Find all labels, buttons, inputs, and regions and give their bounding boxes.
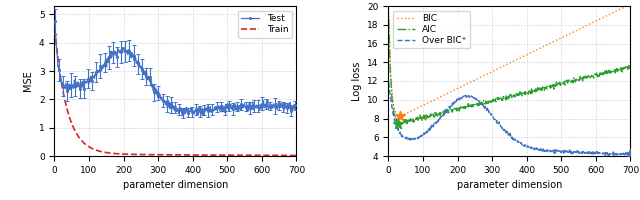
AIC: [573, 79, 581, 82]
AIC: [603, 72, 611, 74]
AIC: [544, 86, 552, 88]
Train: [239, 154, 246, 156]
AIC: [385, 19, 392, 21]
Legend: BIC, AIC, Over BIC⁺: BIC, AIC, Over BIC⁺: [393, 11, 470, 48]
Train: [110, 152, 118, 155]
Line: Train: Train: [55, 30, 296, 155]
Test: [119, 46, 127, 49]
AIC: [461, 107, 469, 110]
BIC: [603, 14, 611, 17]
Over BIC⁺: [444, 109, 452, 111]
BIC: [396, 114, 404, 117]
Train: [119, 153, 127, 155]
Point: [625, 152, 636, 156]
Over BIC⁺: [543, 150, 551, 153]
X-axis label: parameter dimension: parameter dimension: [123, 180, 228, 190]
Test: [51, 20, 59, 22]
X-axis label: parameter dimension: parameter dimension: [457, 180, 562, 190]
Over BIC⁺: [453, 100, 461, 102]
Test: [127, 57, 135, 59]
Train: [127, 153, 135, 156]
Over BIC⁺: [627, 153, 634, 155]
Test: [110, 54, 118, 56]
Train: [51, 29, 59, 31]
Test: [210, 108, 218, 111]
Over BIC⁺: [573, 150, 580, 152]
BIC: [573, 29, 581, 31]
Y-axis label: MSE: MSE: [24, 71, 33, 91]
BIC: [453, 87, 461, 90]
BIC: [444, 92, 452, 94]
AIC: [453, 109, 461, 111]
Test: [239, 106, 247, 108]
Line: BIC: BIC: [388, 6, 630, 116]
Line: Over BIC⁺: Over BIC⁺: [388, 82, 630, 156]
Test: [199, 115, 207, 117]
Test: [292, 104, 300, 107]
Train: [269, 154, 276, 157]
Test: [269, 107, 276, 109]
Over BIC⁺: [385, 81, 392, 84]
Point: [394, 122, 404, 125]
BIC: [461, 83, 469, 86]
Over BIC⁺: [625, 155, 632, 157]
BIC: [544, 43, 552, 46]
BIC: [627, 5, 634, 7]
Train: [209, 154, 217, 156]
BIC: [385, 7, 392, 10]
Point: [395, 114, 405, 117]
AIC: [444, 110, 452, 112]
Y-axis label: Log loss: Log loss: [351, 61, 362, 101]
Train: [292, 154, 300, 157]
Over BIC⁺: [461, 94, 469, 97]
Line: AIC: AIC: [388, 20, 630, 124]
BIC: [623, 5, 630, 7]
Line: Test: Test: [54, 20, 297, 117]
AIC: [395, 123, 403, 125]
AIC: [627, 67, 634, 70]
Legend: Test, Train: Test, Train: [238, 11, 292, 38]
Over BIC⁺: [603, 153, 611, 155]
